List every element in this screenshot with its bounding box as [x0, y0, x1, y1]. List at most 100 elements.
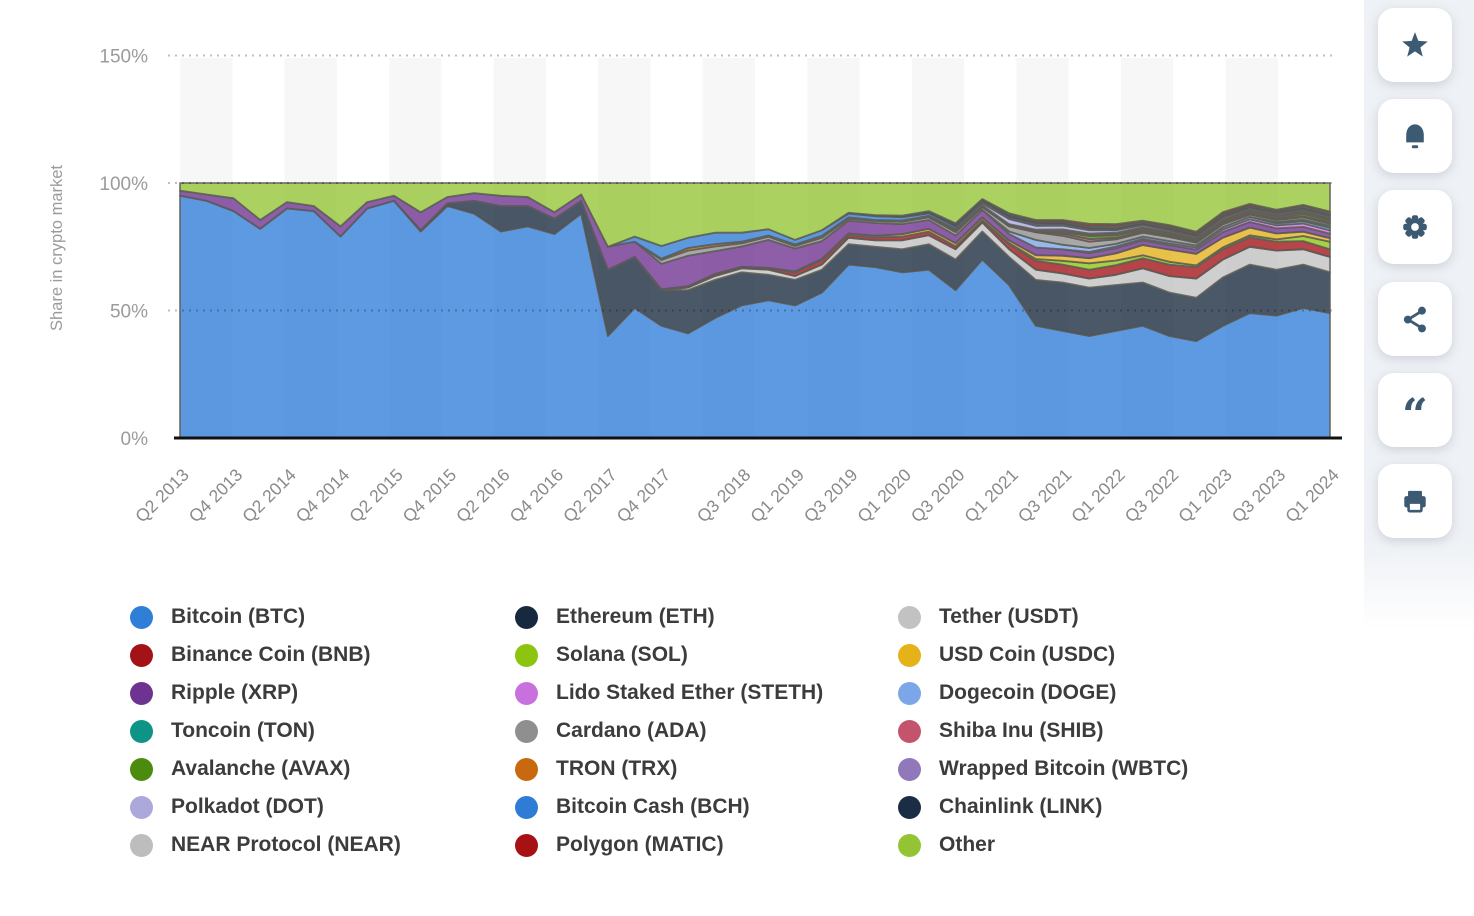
legend-label: Binance Coin (BNB): [171, 643, 371, 666]
x-tick-label: Q2 2013: [131, 465, 193, 527]
ripple-xrp-swatch-icon: [130, 681, 153, 705]
area-other[interactable]: [179, 182, 1331, 248]
x-tick-label: Q3 2018: [693, 465, 755, 527]
quote-button[interactable]: “: [1378, 372, 1452, 447]
dogecoin-doge-swatch-icon: [898, 681, 921, 705]
lido-staked-ether-steth-swatch-icon: [515, 681, 538, 705]
x-tick-label: Q1 2019: [746, 465, 808, 527]
bitcoin-cash-bch-swatch-icon: [515, 795, 538, 819]
print-icon: [1404, 490, 1426, 513]
legend-item-bitcoin-cash-bch[interactable]: Bitcoin Cash (BCH): [515, 788, 823, 826]
legend-label: NEAR Protocol (NEAR): [171, 833, 401, 856]
legend-label: Toncoin (TON): [171, 719, 315, 742]
near-protocol-near-swatch-icon: [130, 833, 153, 857]
area-series-group: [179, 182, 1331, 439]
x-tick-label: Q4 2013: [185, 465, 247, 527]
legend-label: Chainlink (LINK): [939, 795, 1103, 818]
legend-item-polkadot-dot[interactable]: Polkadot (DOT): [130, 788, 401, 826]
chart-legend: Bitcoin (BTC) Binance Coin (BNB) Ripple (X…: [0, 598, 1360, 898]
legend-column-1: Bitcoin (BTC) Binance Coin (BNB) Ripple (X…: [130, 598, 401, 864]
polygon-matic-swatch-icon: [515, 833, 538, 857]
share-icon: [1403, 306, 1426, 332]
bell-icon: [1406, 124, 1424, 149]
y-tick-label: 150%: [99, 47, 148, 68]
x-tick-label: Q1 2020: [853, 464, 915, 526]
x-tick-label: Q4 2016: [506, 465, 568, 527]
legend-label: Ripple (XRP): [171, 681, 299, 704]
legend-label: Avalanche (AVAX): [171, 757, 351, 780]
x-tick-label: Q1 2022: [1067, 465, 1129, 527]
legend-item-chainlink-link[interactable]: Chainlink (LINK): [898, 788, 1188, 826]
y-tick-label: 0%: [121, 429, 149, 450]
binance-coin-bnb-swatch-icon: [130, 643, 153, 667]
legend-item-usd-coin-usdc[interactable]: USD Coin (USDC): [898, 636, 1188, 674]
print-button[interactable]: [1378, 464, 1452, 538]
ethereum-eth-swatch-icon: [515, 605, 538, 629]
tron-trx-swatch-icon: [515, 757, 538, 781]
y-gridlines: [168, 54, 1332, 312]
chainlink-link-swatch-icon: [898, 795, 921, 819]
x-tick-label: Q1 2024: [1281, 464, 1343, 526]
legend-label: Polkadot (DOT): [171, 795, 324, 818]
polkadot-dot-swatch-icon: [130, 795, 153, 819]
legend-label: Bitcoin (BTC): [171, 605, 306, 628]
legend-item-cardano-ada[interactable]: Cardano (ADA): [515, 712, 823, 750]
x-tick-label: Q1 2021: [960, 465, 1022, 527]
legend-label: Wrapped Bitcoin (WBTC): [939, 757, 1189, 780]
x-tick-label: Q4 2017: [613, 465, 675, 527]
y-axis-labels: 0% 50% 100% 150%: [99, 47, 148, 451]
svg-text:“: “: [1402, 395, 1428, 425]
y-tick-label: 100%: [99, 174, 148, 195]
legend-label: Dogecoin (DOGE): [939, 681, 1117, 704]
share-button[interactable]: [1378, 281, 1452, 356]
legend-item-lido-staked-ether-steth[interactable]: Lido Staked Ether (STETH): [515, 674, 823, 712]
legend-item-shiba-inu-shib[interactable]: Shiba Inu (SHIB): [898, 712, 1188, 750]
toncoin-ton-swatch-icon: [130, 719, 153, 743]
legend-item-dogecoin-doge[interactable]: Dogecoin (DOGE): [898, 674, 1188, 712]
x-tick-label: Q3 2020: [907, 464, 969, 526]
gear-button[interactable]: [1378, 190, 1452, 265]
legend-label: Tether (USDT): [939, 605, 1079, 628]
legend-item-polygon-matic[interactable]: Polygon (MATIC): [515, 826, 823, 864]
y-axis-title: Share in crypto market: [48, 165, 66, 331]
legend-item-binance-coin-bnb[interactable]: Binance Coin (BNB): [130, 636, 401, 674]
gear-icon: [1403, 215, 1427, 240]
legend-label: Ethereum (ETH): [556, 605, 715, 628]
other-swatch-icon: [898, 833, 921, 857]
legend-label: Other: [939, 833, 996, 856]
quote-icon: “: [1402, 395, 1428, 425]
legend-item-solana-sol[interactable]: Solana (SOL): [515, 636, 823, 674]
tether-usdt-swatch-icon: [898, 605, 921, 629]
legend-item-tron-trx[interactable]: TRON (TRX): [515, 750, 823, 788]
x-tick-label: Q3 2021: [1014, 465, 1076, 527]
x-tick-label: Q4 2015: [399, 465, 461, 527]
legend-label: Solana (SOL): [556, 643, 688, 666]
legend-item-toncoin-ton[interactable]: Toncoin (TON): [130, 712, 401, 750]
x-tick-label: Q3 2023: [1228, 465, 1290, 527]
legend-label: USD Coin (USDC): [939, 643, 1116, 666]
x-tick-label: Q2 2017: [559, 465, 621, 527]
bitcoin-btc-swatch-icon: [130, 605, 153, 629]
legend-item-near-protocol-near[interactable]: NEAR Protocol (NEAR): [130, 826, 401, 864]
legend-label: TRON (TRX): [556, 757, 678, 780]
legend-label: Cardano (ADA): [556, 719, 707, 742]
x-tick-label: Q2 2015: [345, 465, 407, 527]
usd-coin-usdc-swatch-icon: [898, 643, 921, 667]
legend-label: Polygon (MATIC): [556, 833, 724, 856]
legend-item-avalanche-avax[interactable]: Avalanche (AVAX): [130, 750, 401, 788]
solana-sol-swatch-icon: [515, 643, 538, 667]
legend-item-ripple-xrp[interactable]: Ripple (XRP): [130, 674, 401, 712]
x-tick-label: Q1 2023: [1174, 465, 1236, 527]
legend-item-other[interactable]: Other: [898, 826, 1188, 864]
legend-item-wrapped-bitcoin-wbtc[interactable]: Wrapped Bitcoin (WBTC): [898, 750, 1188, 788]
legend-column-3: Tether (USDT) USD Coin (USDC) Dogecoin (DO…: [898, 598, 1188, 864]
legend-item-ethereum-eth[interactable]: Ethereum (ETH): [515, 598, 823, 636]
bell-button[interactable]: [1378, 99, 1452, 174]
x-tick-label: Q3 2019: [800, 465, 862, 527]
legend-item-tether-usdt[interactable]: Tether (USDT): [898, 598, 1188, 636]
legend-item-bitcoin-btc[interactable]: Bitcoin (BTC): [130, 598, 401, 636]
star-button[interactable]: [1378, 8, 1452, 82]
x-tick-label: Q3 2022: [1121, 465, 1183, 527]
